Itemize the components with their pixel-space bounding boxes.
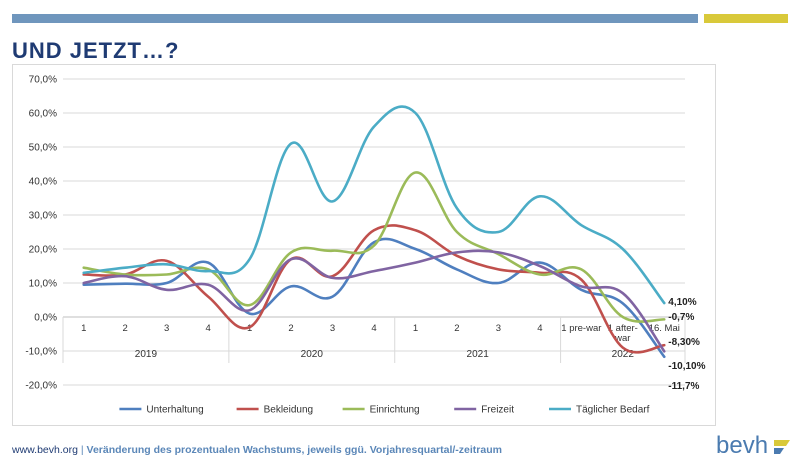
logo-text: bevh [716,432,769,459]
y-tick-label: 50,0% [29,143,57,154]
series-line-unterhaltung [82,237,666,359]
x-tick-label: 4 [371,323,376,334]
footer-caption: Veränderung des prozentualen Wachstums, … [86,444,502,456]
legend-entry: Freizeit [481,405,514,416]
y-tick-label: 10,0% [29,279,57,290]
y-tick-label: 40,0% [29,177,57,188]
x-tick-label: 3 [164,323,169,334]
footer-url[interactable]: www.bevh.org [12,444,78,456]
legend-entry: Täglicher Bedarf [576,405,650,416]
group-label: 2022 [612,349,635,360]
x-tick-label: 1 pre-war [561,323,601,334]
x-tick-label: 3 [330,323,335,334]
group-label: 2020 [301,349,324,360]
legend-entry: Bekleidung [264,405,313,416]
y-tick-label: 70,0% [29,75,57,86]
end-value-label: -8,30% [668,337,700,348]
end-value-label: -11,7% [668,381,699,392]
x-tick-label: war [614,333,630,344]
x-tick-label: 2 [288,323,293,334]
x-tick-label: 4 [537,323,542,334]
slide-title: UND JETZT…? [12,38,180,63]
line-chart: -20,0% -10,0% 0,0% 10,0% 20,0% 30,0% 40,0% 50,0… [25,75,705,416]
chart-frame: -20,0% -10,0% 0,0% 10,0% 20,0% 30,0% 40,0% 50,0… [12,64,716,426]
series-line-einrichtung [82,171,666,323]
x-tick-label: 2 [123,323,128,334]
top-accent-bar [12,14,698,23]
x-tick-label: 2 [454,323,459,334]
group-label: 2021 [467,349,490,360]
end-value-label: -0,7% [668,312,694,323]
top-accent-bar-yellow [704,14,788,23]
footer: www.bevh.org | Veränderung des prozentua… [12,444,502,456]
y-tick-label: -20,0% [25,381,57,392]
end-value-label: -10,10% [668,361,705,372]
x-tick-label: 16. Mai [649,323,680,334]
series-line-freizeit [82,249,666,353]
x-tick-label: 4 [205,323,210,334]
group-label: 2019 [135,349,158,360]
x-tick-label: 1 after- [608,323,638,334]
series-line-t-glicher-bedarf [82,105,666,305]
y-tick-label: 0,0% [34,313,57,324]
logo-mark-icon [774,440,790,454]
x-tick-label: 1 [81,323,86,334]
legend-entry: Einrichtung [370,405,420,416]
y-tick-label: -10,0% [25,347,57,358]
series-line-bekleidung [82,224,666,354]
y-tick-label: 20,0% [29,245,57,256]
legend-entry: Unterhaltung [146,405,203,416]
end-value-label: 4,10% [668,297,696,308]
x-tick-label: 1 [413,323,418,334]
y-tick-label: 60,0% [29,109,57,120]
x-tick-label: 3 [496,323,501,334]
footer-separator: | [80,444,84,456]
bevh-logo: bevh [716,432,792,462]
y-tick-label: 30,0% [29,211,57,222]
